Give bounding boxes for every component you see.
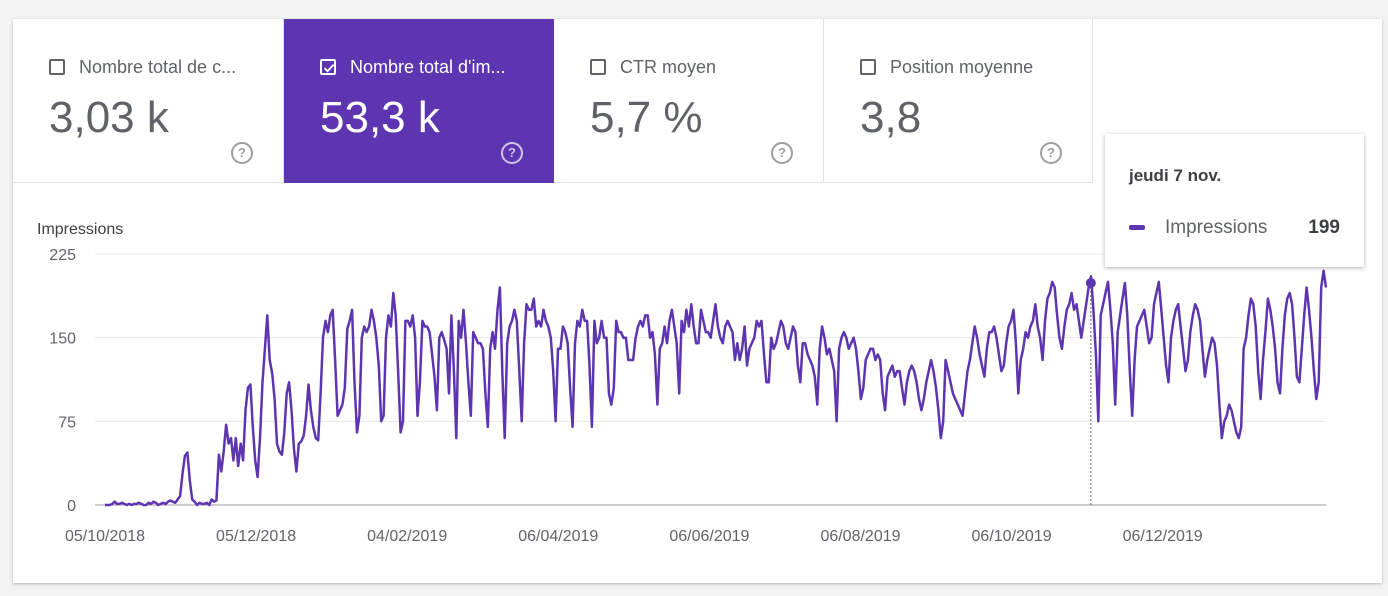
help-icon[interactable]: ? [771,142,793,164]
series-swatch [1129,225,1145,230]
x-tick-label: 06/04/2019 [518,528,598,545]
x-tick-label: 04/02/2019 [367,528,447,545]
check-icon [323,63,335,73]
checkbox-clicks[interactable] [49,59,65,75]
x-tick-label: 05/12/2018 [216,528,296,545]
metric-value: 53,3 k [320,93,440,142]
metric-total-clicks[interactable]: Nombre total de c... 3,03 k ? [13,19,284,183]
impressions-line [105,269,1328,507]
chart-area: Impressions 0 75 150 225 05/10/2018 05/12/201… [13,183,1382,583]
metric-label: CTR moyen [620,57,717,77]
metric-total-impressions[interactable]: Nombre total d'im... 53,3 k ? [284,19,554,183]
y-tick-label: 225 [49,247,76,264]
x-tick-label: 06/06/2019 [669,528,749,545]
metric-label: Position moyenne [890,57,1034,77]
help-icon[interactable]: ? [231,142,253,164]
tooltip-series-name: Impressions [1165,217,1268,238]
help-icon[interactable]: ? [501,142,523,164]
metric-tabs: Nombre total de c... 3,03 k ? Nombre tot… [13,19,1093,183]
x-tick-label: 06/10/2019 [972,528,1052,545]
metric-value: 3,03 k [49,93,169,142]
impressions-chart[interactable]: 0 75 150 225 05/10/2018 05/12/2018 04/02/2019 0… [13,183,1382,583]
checkbox-position[interactable] [860,59,876,75]
metric-label: Nombre total de c... [79,57,237,77]
metric-average-ctr[interactable]: CTR moyen 5,7 % ? [554,19,824,183]
metric-value: 3,8 [860,93,922,142]
tooltip-date: jeudi 7 nov. [1129,166,1222,185]
tooltip-value: 199 [1308,217,1340,238]
chart-tooltip: jeudi 7 nov. Impressions 199 [1105,134,1364,267]
checkbox-ctr[interactable] [590,59,606,75]
performance-card: Nombre total de c... 3,03 k ? Nombre tot… [13,19,1382,583]
metric-value: 5,7 % [590,93,703,142]
checkbox-impressions[interactable] [320,59,336,75]
x-tick-label: 06/12/2019 [1123,528,1203,545]
y-axis-title: Impressions [37,221,124,238]
help-icon[interactable]: ? [1040,142,1062,164]
y-tick-label: 0 [67,498,76,515]
x-tick-label: 06/08/2019 [820,528,900,545]
x-tick-label: 05/10/2018 [65,528,145,545]
y-tick-label: 75 [58,414,76,431]
y-tick-label: 150 [49,331,76,348]
highlight-point [1085,278,1096,289]
metric-average-position[interactable]: Position moyenne 3,8 ? [824,19,1093,183]
metric-label: Nombre total d'im... [350,57,506,77]
